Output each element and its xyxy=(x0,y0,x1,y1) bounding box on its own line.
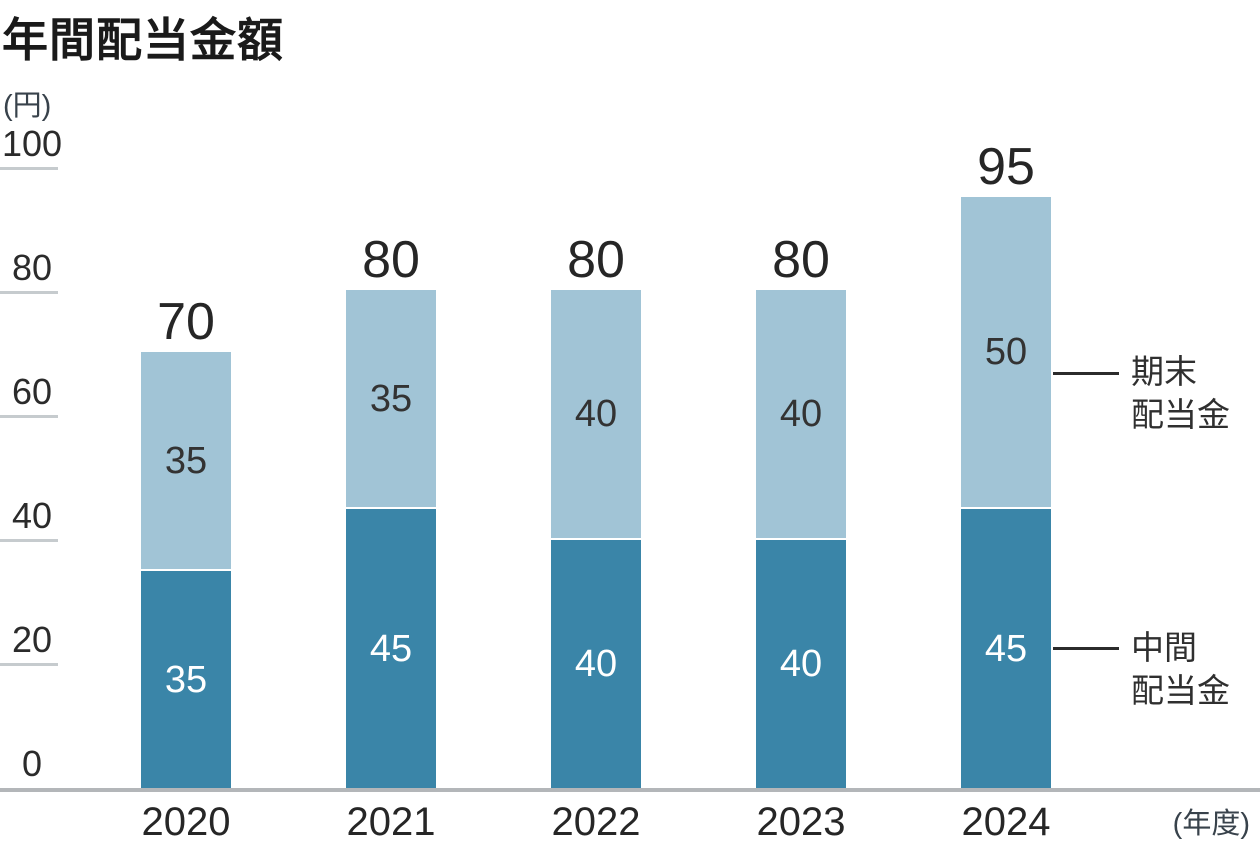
x-axis-unit-label: (年度) xyxy=(1172,808,1250,840)
y-tick-line-60 xyxy=(0,415,58,418)
bar-2020-yearend-segment xyxy=(141,352,231,569)
bar-2024-total-value: 95 xyxy=(977,138,1035,196)
bar-2022-total-value: 80 xyxy=(567,231,625,289)
legend-interim-label-line1: 中間 xyxy=(1131,629,1197,666)
y-tick-line-40 xyxy=(0,539,58,542)
bar-2020-interim-segment xyxy=(141,571,231,788)
bar-2023-total-value: 80 xyxy=(772,231,830,289)
y-tick-label-100: 100 xyxy=(1,123,63,164)
bar-2021-total-value: 80 xyxy=(362,231,420,289)
bar-2021-interim-value: 45 xyxy=(369,627,413,670)
x-axis-label-2022: 2022 xyxy=(551,800,641,844)
bar-2024-interim-value: 45 xyxy=(984,627,1028,670)
legend-yearend-label-line2: 配当金 xyxy=(1131,396,1230,433)
bar-2022-yearend-segment xyxy=(551,290,641,538)
legend-yearend-connector-line xyxy=(1053,372,1119,375)
x-axis-label-2023: 2023 xyxy=(756,800,846,844)
bar-2021-yearend-segment xyxy=(346,290,436,507)
y-tick-line-100 xyxy=(0,167,58,170)
bar-2022-yearend-value: 40 xyxy=(574,393,618,435)
y-tick-label-40: 40 xyxy=(11,495,53,536)
bar-2023-yearend-segment xyxy=(756,290,846,538)
bar-2021-interim-segment xyxy=(346,509,436,788)
bar-2023-yearend-value: 40 xyxy=(779,393,823,435)
bar-2020-interim-value: 35 xyxy=(164,658,208,701)
bar-2020-yearend-value: 35 xyxy=(164,439,208,482)
y-tick-label-60: 60 xyxy=(11,371,53,412)
y-tick-label-20: 20 xyxy=(11,619,53,660)
bar-2024-yearend-segment xyxy=(961,197,1051,507)
y-tick-line-20 xyxy=(0,663,58,666)
bar-2022-interim-segment xyxy=(551,540,641,788)
x-axis-label-2020: 2020 xyxy=(141,800,231,844)
y-tick-line-80 xyxy=(0,291,58,294)
bar-2022-interim-value: 40 xyxy=(574,643,618,685)
legend-interim-connector-line xyxy=(1053,647,1119,650)
y-axis-unit-label: (円) xyxy=(3,90,52,122)
bar-2021-yearend-value: 35 xyxy=(369,377,413,420)
chart-title: 年間配当金額 xyxy=(2,14,284,66)
x-axis-label-2021: 2021 xyxy=(346,800,436,844)
bar-2024-yearend-value: 50 xyxy=(984,331,1028,373)
bar-2024-interim-segment xyxy=(961,509,1051,788)
legend-yearend-label-line1: 期末 xyxy=(1131,353,1197,390)
bar-2023-interim-segment xyxy=(756,540,846,788)
y-tick-label-80: 80 xyxy=(11,247,53,288)
x-axis-baseline xyxy=(0,788,1260,792)
x-axis-label-2024: 2024 xyxy=(961,800,1051,844)
y-tick-label-0: 0 xyxy=(21,743,43,784)
bar-2023-interim-value: 40 xyxy=(779,643,823,685)
legend-interim-label-line2: 配当金 xyxy=(1131,672,1230,709)
bar-2020-total-value: 70 xyxy=(157,293,215,351)
legend-yearend-label: 期末 配当金 xyxy=(1131,350,1230,436)
legend-interim-label: 中間 配当金 xyxy=(1131,626,1230,712)
